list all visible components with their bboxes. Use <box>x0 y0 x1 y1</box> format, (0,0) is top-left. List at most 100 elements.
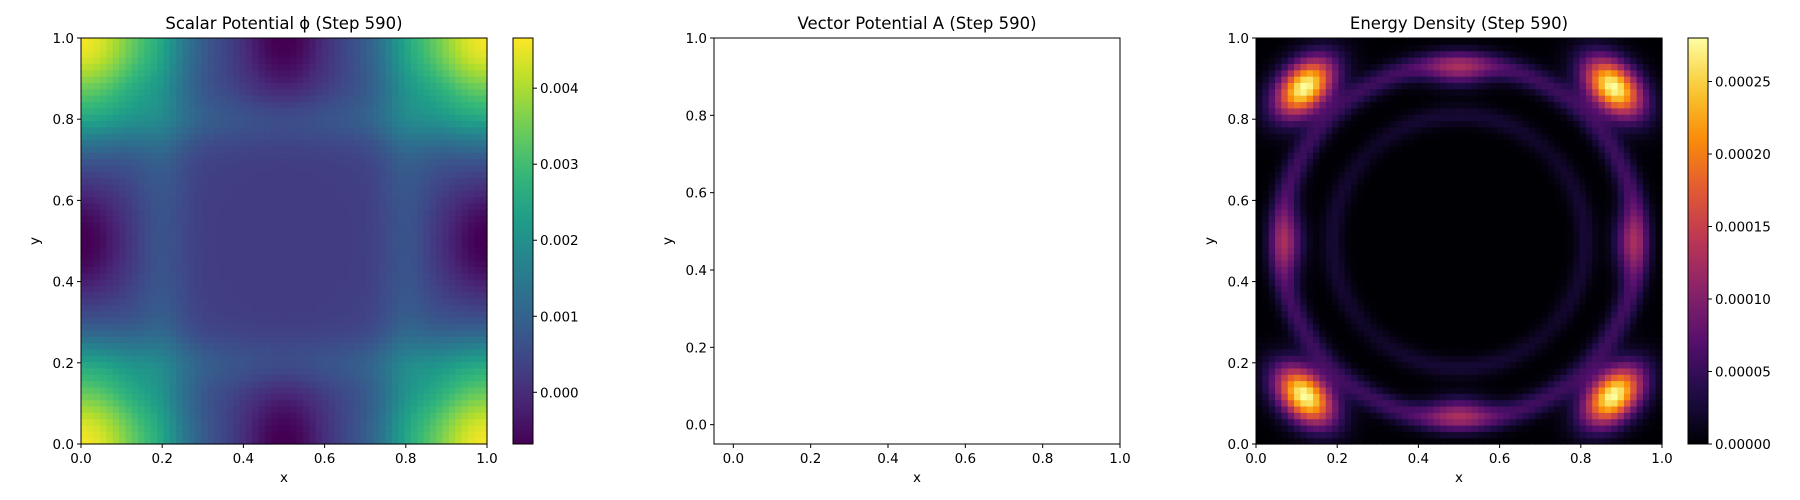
heatmap-cell <box>81 399 88 407</box>
heatmap-cell <box>271 317 279 325</box>
heatmap-cell <box>195 380 203 388</box>
heatmap-cell <box>341 355 349 363</box>
heatmap-cell <box>233 145 241 153</box>
heatmap-cell <box>398 183 406 191</box>
heatmap-cell <box>1306 88 1314 96</box>
heatmap-cell <box>239 120 247 128</box>
heatmap-cell <box>1287 120 1295 128</box>
heatmap-cell <box>366 310 374 318</box>
heatmap-cell <box>106 228 114 236</box>
heatmap-cell <box>226 215 234 223</box>
heatmap-cell <box>100 164 107 172</box>
heatmap-cell <box>1332 380 1340 388</box>
heatmap-cell <box>277 431 285 439</box>
heatmap-cell <box>1300 145 1308 153</box>
heatmap-cell <box>360 209 368 217</box>
heatmap-cell <box>448 412 456 420</box>
heatmap-cell <box>207 317 215 325</box>
heatmap-cell <box>207 69 215 77</box>
heatmap-cell <box>226 253 234 261</box>
heatmap-cell <box>334 145 342 153</box>
heatmap-cell <box>455 336 463 344</box>
heatmap-cell <box>290 164 298 172</box>
heatmap-cell <box>245 431 253 439</box>
heatmap-cell <box>131 323 139 331</box>
heatmap-cell <box>1332 228 1340 236</box>
heatmap-cell <box>461 88 469 96</box>
heatmap-cell <box>1275 424 1282 432</box>
heatmap-cell <box>379 323 387 331</box>
heatmap-cell <box>334 241 342 248</box>
heatmap-cell <box>87 63 95 71</box>
heatmap-cell <box>207 291 215 299</box>
heatmap-cell <box>404 285 412 293</box>
heatmap-cell <box>264 95 272 103</box>
heatmap-cell <box>264 183 272 191</box>
heatmap-cell <box>252 437 260 445</box>
heatmap-cell <box>1268 101 1276 109</box>
heatmap-cell <box>442 247 450 255</box>
heatmap-cell <box>398 329 406 337</box>
heatmap-cell <box>100 310 107 318</box>
heatmap-cell <box>214 266 222 274</box>
heatmap-cell <box>480 120 488 128</box>
heatmap-cell <box>1287 76 1295 83</box>
heatmap-cell <box>385 393 393 401</box>
heatmap-cell <box>100 126 107 134</box>
heatmap-cell <box>423 69 431 77</box>
heatmap-cell <box>176 133 184 141</box>
heatmap-cell <box>125 158 133 166</box>
heatmap-cell <box>455 291 463 299</box>
heatmap-cell <box>195 158 203 166</box>
heatmap-cells <box>1256 38 1663 445</box>
heatmap-cell <box>341 348 349 356</box>
heatmap-cell <box>1306 196 1314 204</box>
heatmap-cell <box>239 329 247 337</box>
heatmap-cell <box>417 158 425 166</box>
heatmap-cell <box>448 260 456 267</box>
heatmap-cell <box>1268 317 1276 325</box>
heatmap-cell <box>366 399 374 407</box>
heatmap-cell <box>188 177 196 185</box>
heatmap-cell <box>429 298 437 306</box>
heatmap-cell <box>334 424 342 432</box>
heatmap-cell <box>131 221 139 229</box>
heatmap-cell <box>410 304 418 312</box>
heatmap-cell <box>144 139 152 147</box>
heatmap-cell <box>176 412 184 420</box>
heatmap-cell <box>195 164 203 172</box>
heatmap-cell <box>341 190 349 198</box>
heatmap-cell <box>385 424 393 432</box>
heatmap-cell <box>233 63 241 71</box>
heatmap-cell <box>1256 310 1263 318</box>
heatmap-cell <box>258 139 266 147</box>
heatmap-cell <box>81 63 88 71</box>
heatmap-cell <box>360 241 368 248</box>
heatmap-cell <box>119 412 126 420</box>
heatmap-cell <box>207 114 215 122</box>
heatmap-cell <box>93 196 101 204</box>
heatmap-cell <box>1256 241 1263 248</box>
heatmap-cell <box>1268 386 1276 394</box>
heatmap-cell <box>176 44 184 52</box>
heatmap-cell <box>252 367 260 375</box>
heatmap-cell <box>138 241 146 248</box>
heatmap-cell <box>169 380 177 388</box>
heatmap-cell <box>207 412 215 420</box>
heatmap-cell <box>195 374 203 382</box>
heatmap-cell <box>1275 82 1282 90</box>
heatmap-cell <box>442 228 450 236</box>
heatmap-cell <box>436 44 444 52</box>
heatmap-cell <box>1332 405 1340 413</box>
heatmap-cell <box>290 158 298 166</box>
heatmap-cell <box>448 69 456 77</box>
heatmap-cell <box>138 393 146 401</box>
heatmap-cell <box>252 380 260 388</box>
heatmap-cell <box>131 88 139 96</box>
heatmap-cell <box>474 279 482 286</box>
heatmap-cell <box>353 336 361 344</box>
heatmap-cell <box>366 412 374 420</box>
heatmap-cell <box>442 50 450 58</box>
heatmap-cell <box>417 412 425 420</box>
heatmap-cell <box>322 120 329 128</box>
